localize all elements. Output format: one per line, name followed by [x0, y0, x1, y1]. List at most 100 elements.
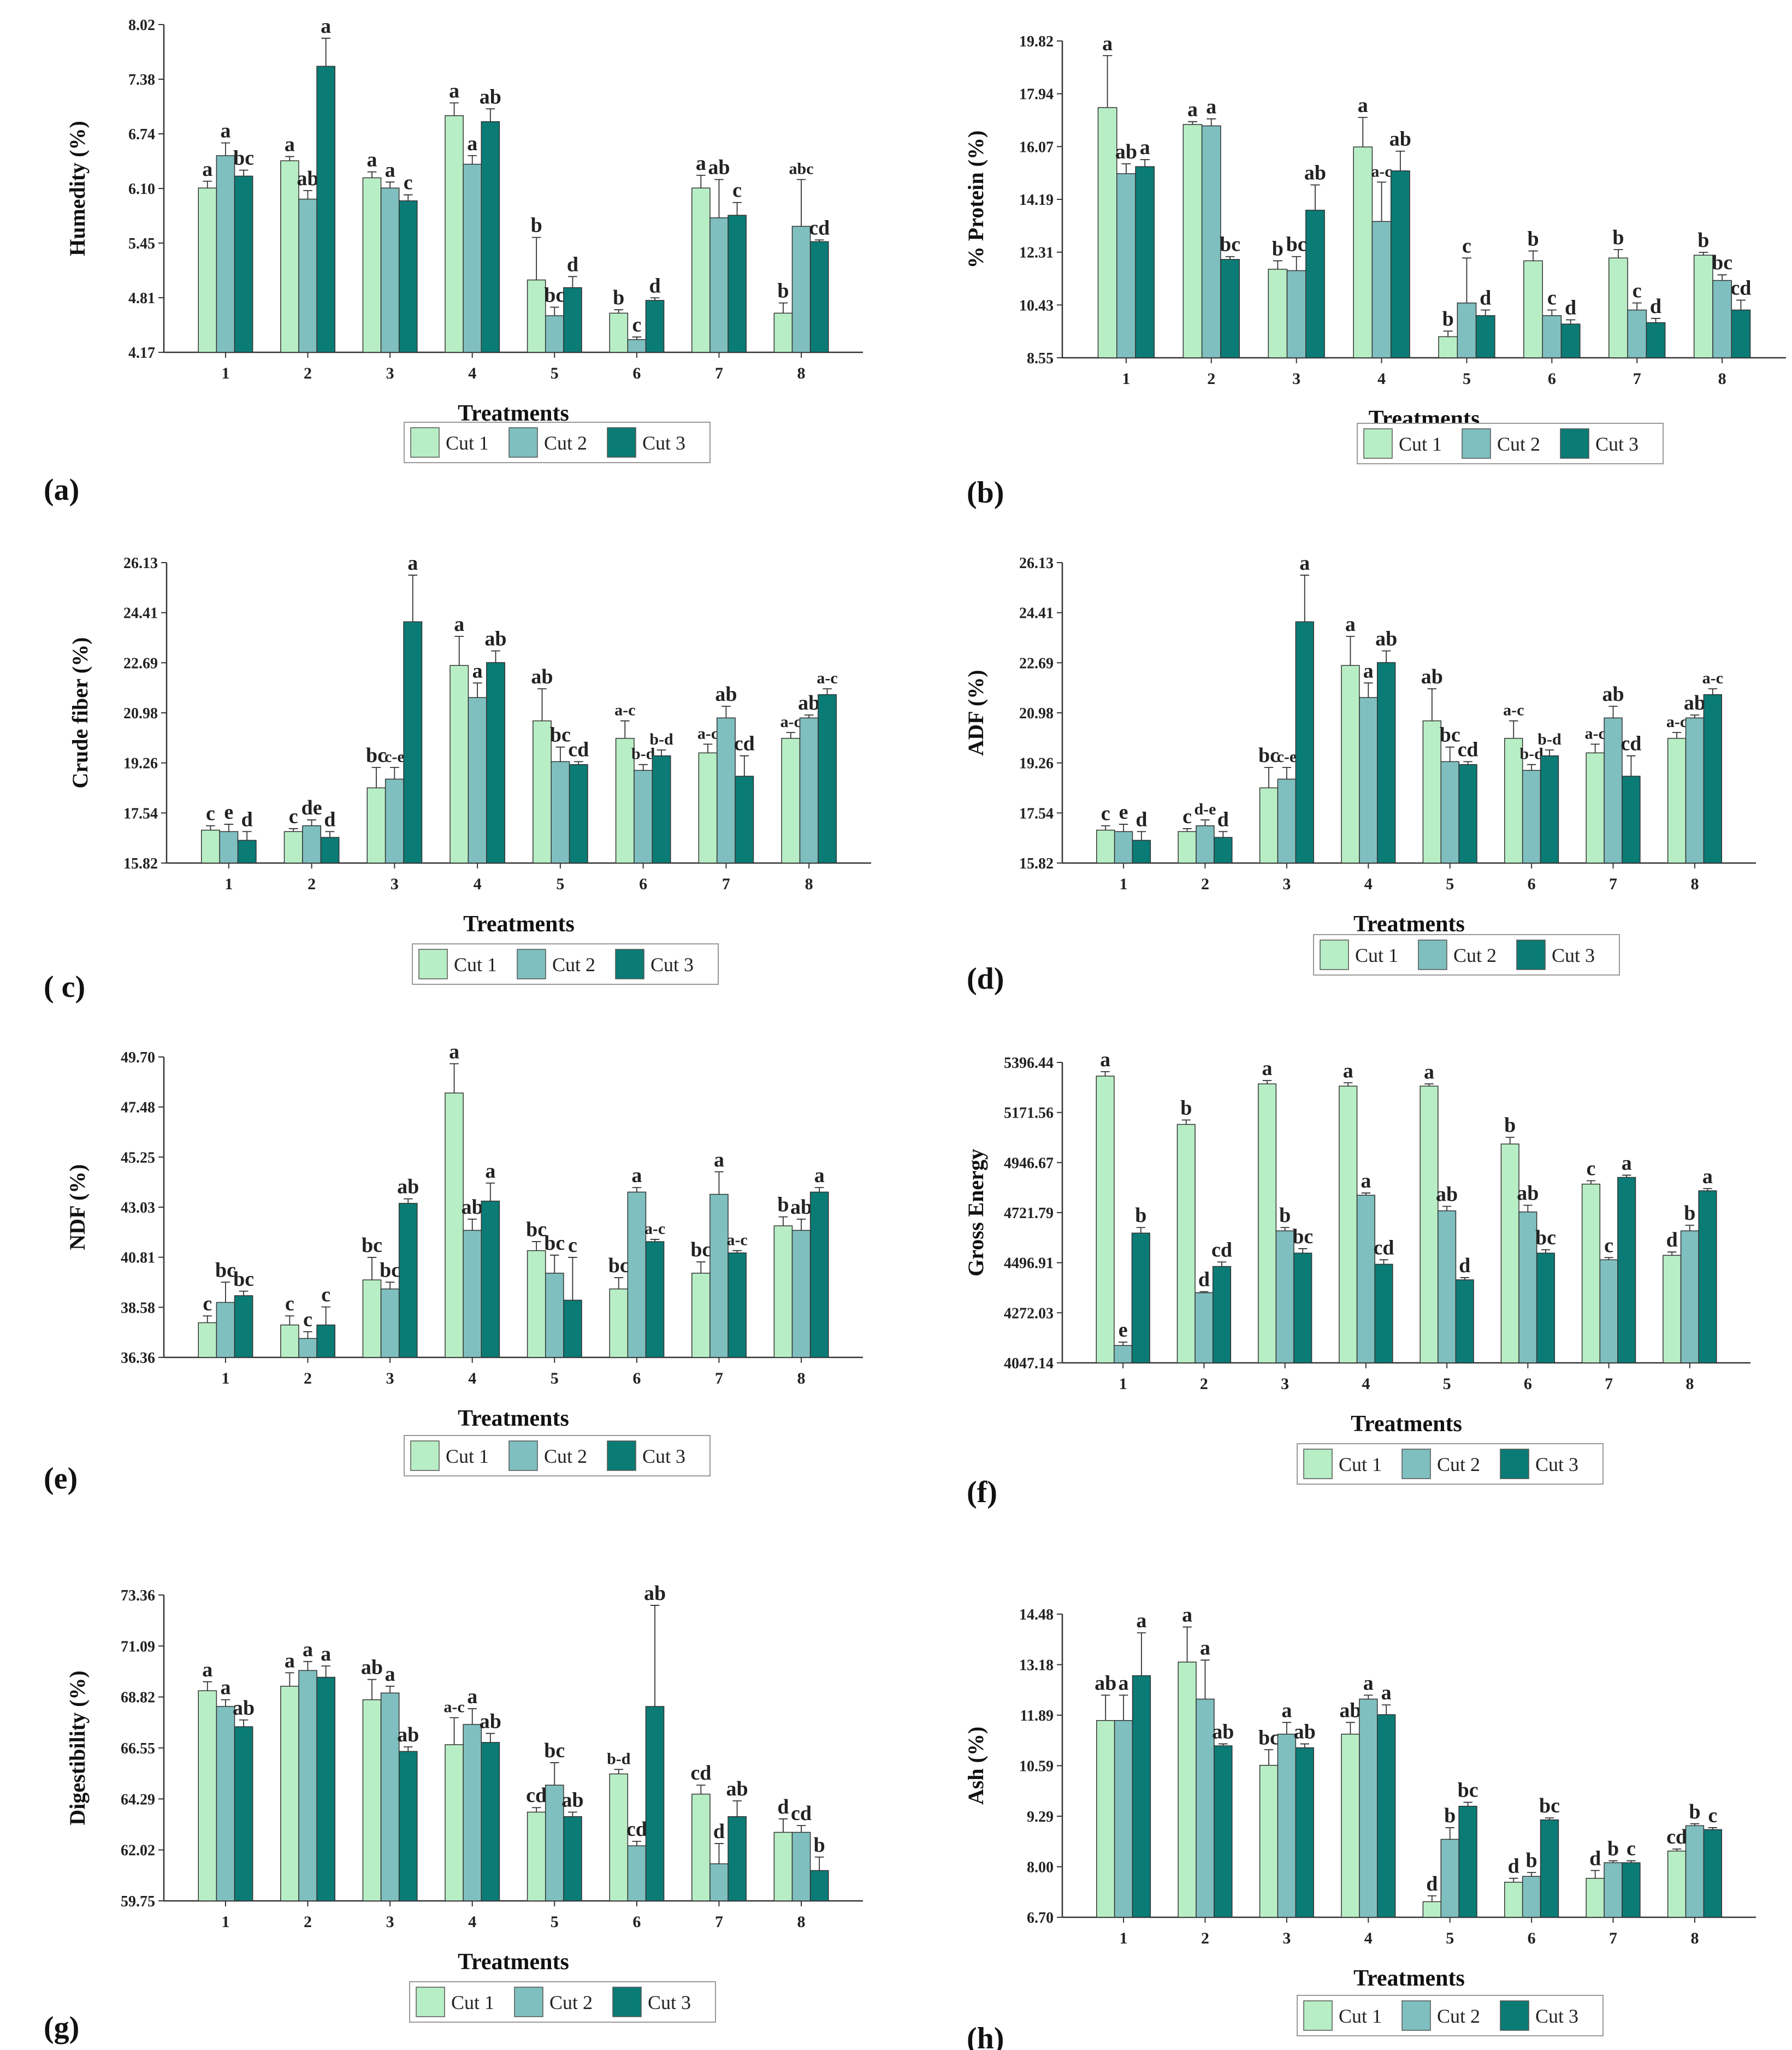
- bar: [1522, 1876, 1541, 1918]
- bar: [709, 1194, 729, 1358]
- bar: [237, 840, 257, 864]
- bar: [1667, 737, 1687, 864]
- legend-label: Cut 3: [642, 432, 685, 454]
- legend-swatch: [1401, 1449, 1431, 1479]
- significance-label: ab: [480, 85, 501, 108]
- significance-label: a: [631, 1164, 642, 1187]
- bar: [645, 1241, 665, 1358]
- significance-label: c: [203, 1292, 212, 1315]
- x-tick-label: 3: [386, 1913, 394, 1931]
- y-tick-label: 4.81: [128, 290, 155, 307]
- x-tick-label: 8: [1718, 370, 1726, 388]
- bar: [1376, 662, 1396, 864]
- panel-label: (a): [44, 473, 79, 507]
- y-tick-label: 5171.56: [1004, 1105, 1054, 1122]
- significance-label: a-c: [1371, 162, 1392, 180]
- bar: [1259, 787, 1279, 864]
- y-tick-label: 4047.14: [1004, 1355, 1054, 1372]
- y-axis-title: Ash (%): [963, 1727, 988, 1805]
- significance-label: cd: [1458, 738, 1478, 761]
- bar: [1371, 221, 1392, 358]
- significance-label: de: [301, 796, 322, 819]
- x-tick-label: 4: [1377, 370, 1386, 388]
- bar: [1214, 1745, 1233, 1918]
- significance-label: b-d: [631, 745, 655, 763]
- x-tick-label: 2: [304, 1369, 312, 1387]
- bar: [1114, 1345, 1133, 1363]
- bar: [627, 1191, 647, 1358]
- significance-label: cd: [809, 216, 830, 239]
- bar: [1698, 1190, 1717, 1363]
- significance-label: d: [1666, 1228, 1678, 1251]
- bar: [366, 787, 386, 864]
- x-tick-label: 3: [1282, 875, 1291, 893]
- significance-label: a: [1281, 1699, 1292, 1722]
- legend-label: Cut 2: [549, 1992, 593, 2013]
- x-tick-label: 4: [468, 364, 476, 382]
- bar: [362, 1699, 382, 1901]
- bar: [634, 770, 653, 864]
- bar: [1422, 720, 1442, 864]
- legend-label: Cut 1: [446, 432, 489, 454]
- y-axis-title: Humedity (%): [65, 121, 90, 256]
- x-tick-label: 6: [632, 1913, 641, 1931]
- bar: [1341, 665, 1360, 864]
- y-tick-label: 10.59: [1019, 1758, 1054, 1775]
- bar: [198, 1322, 217, 1358]
- panel-label: (b): [967, 476, 1004, 510]
- significance-label: a: [366, 149, 377, 172]
- bar: [1257, 1083, 1277, 1363]
- significance-label: d: [1480, 287, 1491, 310]
- bar: [468, 697, 487, 864]
- significance-label: bc: [1539, 1794, 1560, 1817]
- bar: [445, 1092, 464, 1358]
- legend-label: Cut 1: [1339, 1454, 1382, 1475]
- bar: [1295, 1747, 1314, 1918]
- significance-label: a: [1102, 32, 1113, 55]
- significance-label: bc: [1258, 744, 1279, 767]
- legend: Cut 1 Cut 2 Cut 3: [412, 943, 719, 985]
- bar: [527, 1250, 546, 1358]
- significance-label: ab: [1115, 140, 1137, 163]
- significance-label: a-c: [1666, 713, 1687, 731]
- x-tick-label: 7: [715, 364, 723, 382]
- y-tick-label: 14.48: [1019, 1606, 1054, 1623]
- bar: [1703, 694, 1722, 864]
- significance-label: a: [472, 659, 483, 682]
- bar: [545, 315, 564, 353]
- bar: [316, 66, 335, 353]
- y-tick-label: 4496.91: [1004, 1255, 1054, 1272]
- bar: [563, 287, 582, 353]
- significance-label: ab: [297, 167, 318, 190]
- significance-label: cd: [791, 1802, 812, 1825]
- bar: [1693, 255, 1713, 358]
- significance-label: a: [1381, 1681, 1392, 1704]
- significance-label: a: [1206, 96, 1216, 119]
- y-tick-label: 19.82: [1019, 33, 1054, 50]
- bar: [1341, 1733, 1360, 1918]
- significance-label: a: [1702, 1165, 1713, 1188]
- bar: [1277, 778, 1297, 864]
- significance-label: ab: [790, 1196, 812, 1219]
- significance-label: ab: [233, 1697, 255, 1720]
- bar: [545, 1273, 564, 1358]
- significance-label: a: [385, 158, 395, 181]
- significance-label: a: [814, 1164, 825, 1187]
- bar: [1685, 1825, 1705, 1918]
- bar: [280, 1324, 299, 1358]
- significance-label: c: [1633, 280, 1642, 303]
- significance-label: a: [1345, 613, 1356, 636]
- bar: [298, 198, 317, 353]
- bar: [563, 1816, 582, 1901]
- significance-label: bc: [362, 1234, 382, 1257]
- x-tick-label: 5: [1443, 1375, 1451, 1393]
- significance-label: ab: [462, 1196, 483, 1219]
- significance-label: b: [1279, 1204, 1291, 1227]
- bar: [773, 1225, 793, 1358]
- bar: [1422, 1901, 1442, 1918]
- x-tick-label: 8: [797, 364, 806, 382]
- legend-label: Cut 1: [446, 1445, 489, 1467]
- legend-swatch: [416, 1987, 445, 2017]
- significance-label: d: [649, 274, 660, 297]
